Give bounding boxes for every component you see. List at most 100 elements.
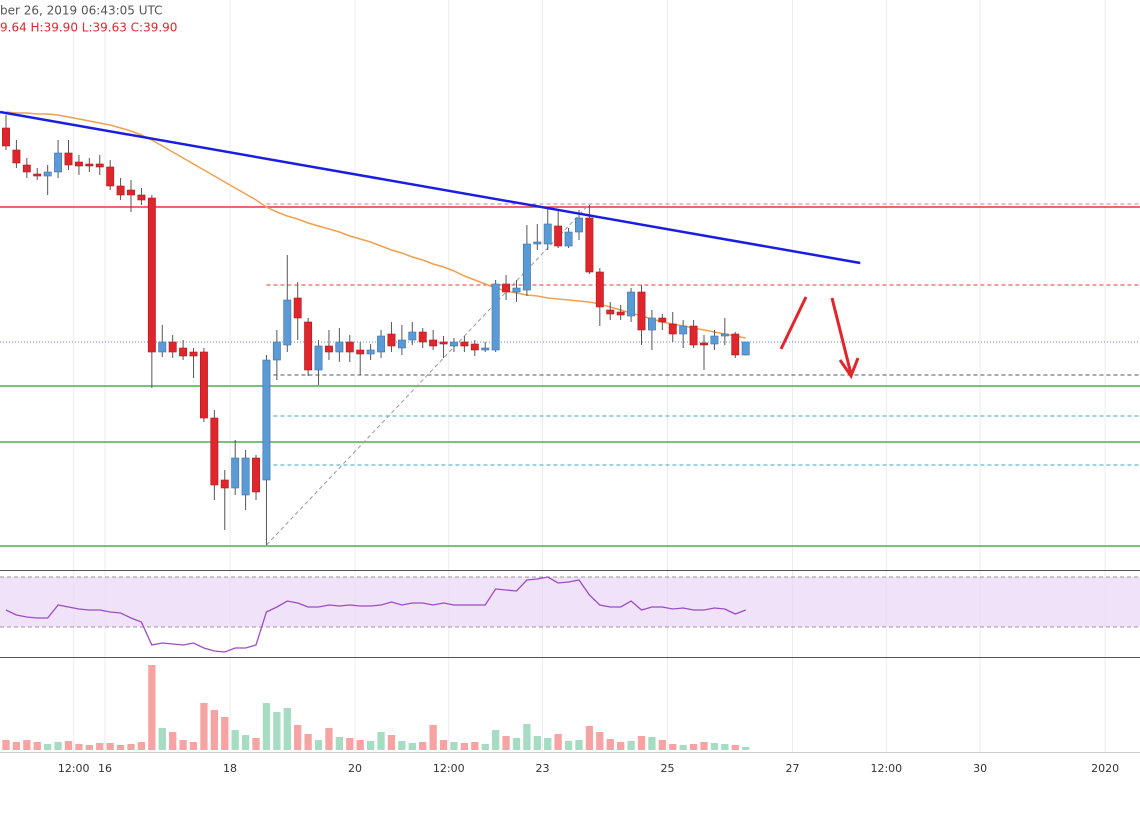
candle-body: [356, 349, 365, 355]
volume-bar: [64, 741, 73, 750]
rsi-pane: [0, 576, 1140, 653]
candle-body: [689, 325, 698, 346]
x-tick-label: 18: [223, 762, 237, 775]
candle-body: [293, 297, 302, 319]
volume-bar: [502, 736, 510, 750]
candle-body: [522, 243, 531, 291]
volume-bar: [700, 742, 708, 750]
candle-body: [220, 479, 229, 489]
x-tick-label: 12:00: [870, 762, 902, 775]
x-axis: 12:00 16 18 20 12:00 23 25 27 12:00 30 2020: [58, 762, 1119, 775]
candle-body: [325, 345, 333, 353]
candle-body: [439, 341, 448, 345]
candle-body: [720, 333, 729, 337]
volume-bar: [637, 736, 646, 750]
candle-body: [564, 231, 573, 247]
volume-bar: [33, 742, 41, 750]
volume-bar: [158, 728, 166, 750]
candle-body: [12, 149, 21, 164]
volume-bar: [23, 740, 31, 750]
price-pane: [0, 110, 1140, 547]
volume-bar: [564, 741, 573, 750]
candle-body: [575, 217, 583, 233]
volume-bar: [346, 738, 354, 750]
candle-body: [231, 457, 240, 489]
candle-body: [450, 341, 458, 347]
x-tick-label: 2020: [1091, 762, 1119, 775]
candle-body: [2, 127, 10, 147]
candle-body: [314, 345, 323, 371]
rsi-line: [5, 576, 746, 653]
candle-body: [168, 341, 177, 353]
volume-bar: [2, 740, 10, 750]
volume-bar: [179, 740, 187, 750]
candle-body: [199, 351, 208, 419]
x-tick-label: 30: [973, 762, 987, 775]
header-ohlc: 9.64 H:39.90 L:39.63 C:39.90: [0, 21, 177, 35]
volume-bar: [398, 741, 406, 750]
volume-bar: [544, 738, 552, 750]
candle-body: [252, 457, 260, 493]
x-tick-label: 12:00: [433, 762, 465, 775]
volume-bar: [127, 744, 135, 750]
candle-body: [74, 161, 83, 167]
candle-body: [491, 283, 500, 351]
header-date: ber 26, 2019 06:43:05 UTC: [0, 4, 163, 18]
candle-body: [43, 171, 52, 177]
volume-bar: [731, 745, 739, 750]
volume-bar: [408, 743, 416, 750]
candle-body: [616, 311, 625, 316]
candle-body: [304, 321, 313, 371]
volume-bar: [575, 740, 583, 750]
volume-bar: [491, 730, 500, 750]
volume-bar: [450, 742, 458, 750]
x-tick-label: 12:00: [58, 762, 90, 775]
volume-bar: [356, 740, 364, 750]
volume-pane: [2, 665, 750, 750]
candle-body: [470, 343, 479, 351]
x-tick-label: 16: [98, 762, 112, 775]
candle-body: [543, 223, 552, 245]
volume-bar: [221, 717, 229, 750]
candle-body: [158, 341, 167, 353]
candle-body: [33, 173, 42, 177]
volume-bar: [710, 743, 719, 750]
trendline: [0, 110, 861, 265]
volume-bar: [439, 740, 448, 750]
candle-body: [387, 333, 396, 347]
candle-body: [64, 152, 73, 166]
volume-bar: [669, 744, 677, 750]
volume-bar: [148, 665, 156, 750]
candle-body: [668, 323, 677, 335]
volume-bar: [554, 734, 562, 750]
candle-body: [741, 341, 750, 356]
candle-body: [554, 225, 563, 247]
volume-bar: [512, 738, 521, 750]
candle-body: [241, 457, 250, 496]
volume-bar: [366, 741, 375, 750]
volume-bar: [481, 744, 489, 750]
volume-bar: [106, 743, 114, 750]
candle-body: [106, 166, 115, 187]
volume-bar: [606, 739, 614, 750]
candle-body: [637, 291, 646, 331]
volume-bar: [721, 744, 729, 750]
candle-body: [22, 164, 31, 173]
candle-body: [179, 347, 188, 357]
candle-body: [418, 331, 427, 343]
candle-body: [595, 271, 604, 308]
x-tick-label: 25: [661, 762, 675, 775]
volume-bar: [523, 724, 531, 750]
volume-bar: [617, 742, 625, 750]
candle-body: [408, 331, 417, 341]
x-tick-label: 23: [536, 762, 550, 775]
volume-bar: [252, 738, 260, 750]
candle-body: [731, 333, 740, 356]
candle-body: [585, 217, 594, 273]
volume-bar: [304, 734, 312, 750]
volume-bar: [85, 745, 93, 750]
volume-bar: [283, 708, 291, 750]
candle-body: [116, 185, 125, 196]
